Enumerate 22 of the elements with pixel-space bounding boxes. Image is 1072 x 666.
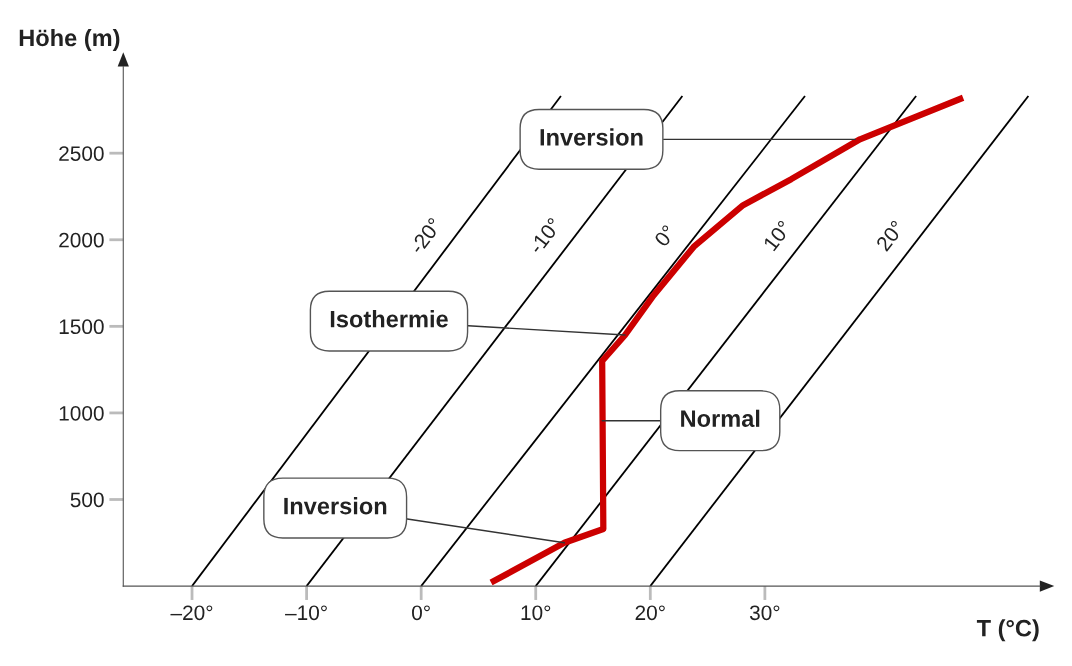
- x-tick-label: 30°: [749, 605, 780, 621]
- x-axis-title: T (°C): [976, 619, 1039, 642]
- y-tick-label: 1000: [59, 405, 104, 421]
- x-tick-label: 10°: [521, 605, 551, 621]
- y-tick-label: 2500: [59, 146, 104, 161]
- annotation: Inversion: [284, 497, 387, 515]
- text: 20°: [875, 219, 906, 252]
- annotation: Inversion: [540, 128, 643, 146]
- x-tick-label: 20°: [635, 605, 665, 621]
- x-tick-label: –20°: [170, 605, 213, 621]
- text: -10°: [528, 217, 562, 255]
- text: 0°: [653, 224, 677, 248]
- y-tick-label: 1500: [59, 319, 104, 335]
- annotation: Normal: [681, 409, 760, 428]
- x-tick-label: 0°: [412, 605, 430, 621]
- y-tick-label: 500: [70, 492, 104, 508]
- x-tick-label: –10°: [285, 605, 327, 621]
- annotation: Isothermie: [330, 310, 448, 328]
- y-axis-title: Höhe (m): [19, 28, 120, 51]
- text: 10°: [762, 219, 793, 252]
- text: -20°: [408, 216, 443, 255]
- y-tick-label: 2000: [59, 232, 104, 248]
